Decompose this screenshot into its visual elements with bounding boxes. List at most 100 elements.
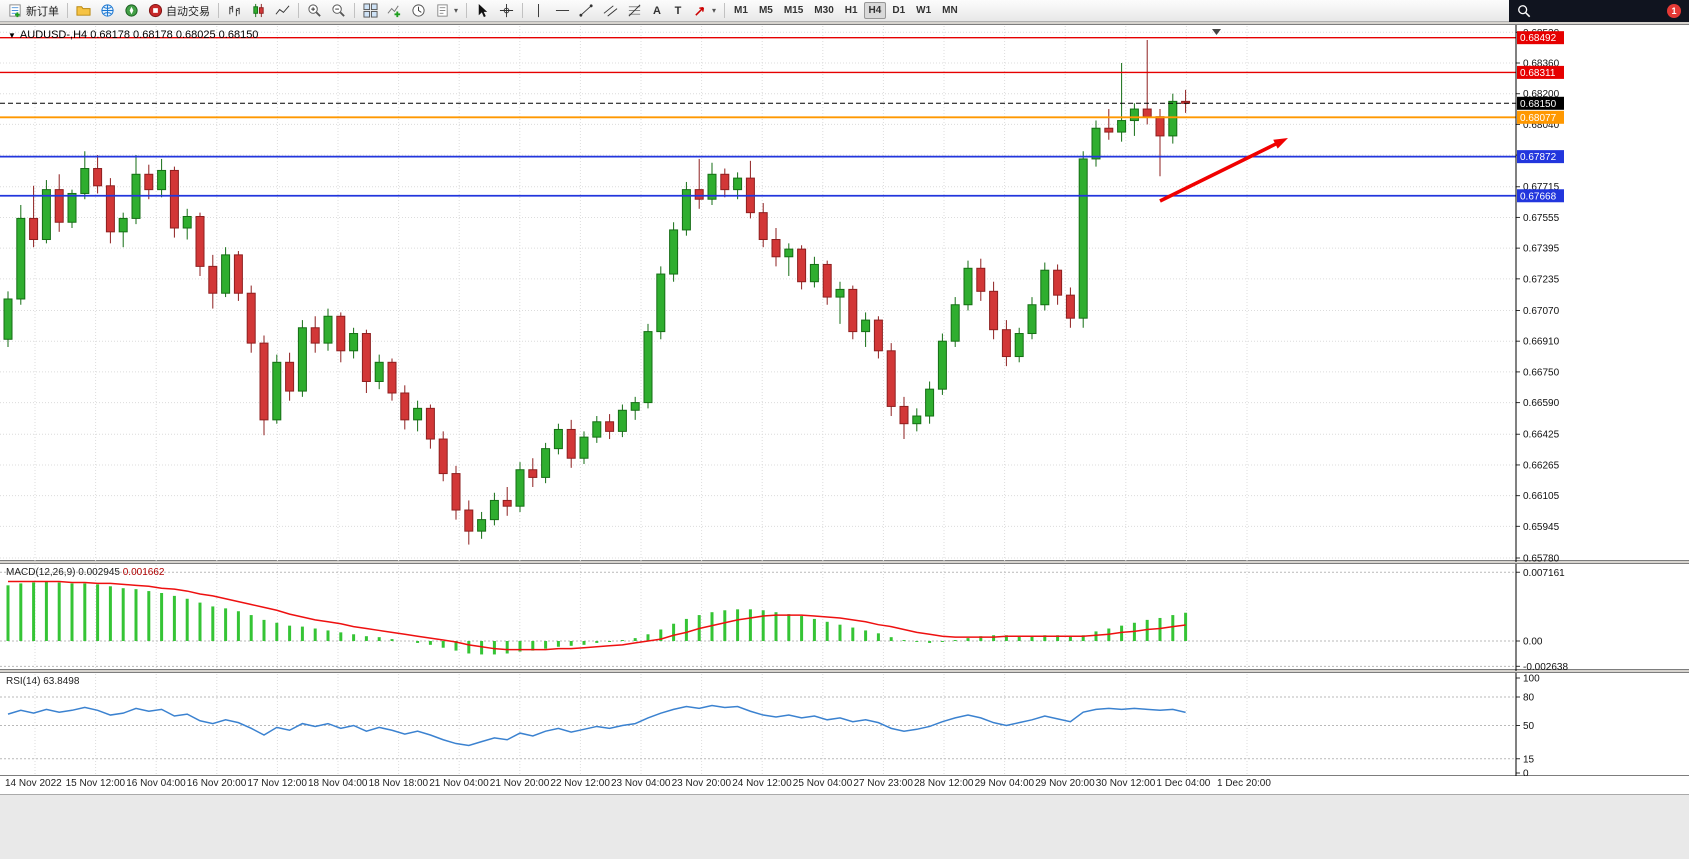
svg-text:0.66265: 0.66265 (1523, 460, 1560, 471)
time-axis-label: 16 Nov 04:00 (126, 778, 186, 789)
candlestick-icon (253, 3, 264, 18)
toolbar-separator (218, 3, 219, 18)
macd-panel[interactable]: MACD(12,26,9) 0.002945 0.001662 0.007161… (0, 563, 1689, 671)
svg-text:100: 100 (1523, 674, 1540, 685)
tab-timeframe-m30[interactable]: M30 (814, 5, 834, 16)
time-axis-label: 15 Nov 12:00 (65, 778, 126, 789)
navigator-button[interactable] (120, 1, 143, 21)
templates-button[interactable]: ▾ (431, 1, 462, 21)
tile-windows-icon (363, 3, 378, 18)
search-area[interactable]: 1 (1509, 0, 1689, 22)
tab-timeframe-w1[interactable]: W1 (916, 5, 932, 16)
time-axis-label: 21 Nov 20:00 (489, 778, 550, 789)
svg-text:0.68077: 0.68077 (1520, 113, 1557, 124)
time-axis-label: 21 Nov 04:00 (429, 778, 489, 789)
horizontal-line-button[interactable] (551, 1, 574, 21)
time-axis-label: 30 Nov 12:00 (1095, 778, 1156, 789)
svg-text:80: 80 (1523, 693, 1535, 704)
vertical-line-icon (538, 3, 539, 18)
auto-trading-icon (148, 3, 163, 18)
arrows-button[interactable]: ▾ (689, 1, 720, 21)
notification-badge[interactable]: 1 (1667, 3, 1681, 18)
toolbar-separator (466, 3, 468, 18)
channel-icon (603, 5, 618, 17)
time-axis-label: 23 Nov 20:00 (671, 778, 732, 789)
time-axis-label: 1 Dec 04:00 (1156, 778, 1211, 789)
period-button[interactable] (407, 1, 430, 21)
macd-chart[interactable]: 0.007161 0.00 -0.002638 (0, 564, 1689, 671)
svg-text:0: 0 (1523, 769, 1529, 778)
rsi-chart[interactable]: 100 80 50 15 0 (0, 673, 1689, 777)
fibonacci-icon (628, 4, 641, 17)
rsi-label: RSI(14) 63.8498 (6, 676, 79, 687)
indicators-button[interactable] (383, 1, 406, 21)
tab-timeframe-h1[interactable]: H1 (844, 5, 858, 16)
bar-chart-button[interactable] (223, 1, 246, 21)
crosshair-icon (499, 3, 514, 18)
channel-button[interactable] (599, 1, 622, 21)
svg-text:0.65780: 0.65780 (1523, 553, 1560, 562)
candlestick-chart[interactable]: 0.685200.683600.682000.680400.678800.677… (0, 25, 1689, 562)
tab-timeframe-m1[interactable]: M1 (734, 5, 748, 16)
tile-windows-button[interactable] (359, 1, 382, 21)
zoom-out-icon (332, 4, 345, 17)
cursor-button[interactable] (471, 1, 494, 21)
svg-text:0.67395: 0.67395 (1523, 244, 1560, 255)
zoom-in-button[interactable] (303, 1, 326, 21)
compass-icon (125, 4, 138, 17)
auto-trading-label: 自动交易 (166, 5, 210, 18)
rsi-value: 63.8498 (43, 676, 80, 687)
chevron-down-icon: ▼ (8, 30, 16, 40)
tab-timeframe-m15[interactable]: M15 (783, 5, 804, 16)
search-icon (1518, 4, 1531, 17)
toolbar-separator (522, 3, 524, 18)
time-axis[interactable]: 14 Nov 2022 15 Nov 12:00 16 Nov 04:00 16 No… (0, 776, 1689, 794)
svg-text:0.66750: 0.66750 (1523, 367, 1560, 378)
svg-text:15: 15 (1523, 754, 1535, 765)
main-chart-panel[interactable]: ▼ AUDUSD-,H4 0.68178 0.68178 0.68025 0.6… (0, 24, 1689, 562)
indicators-icon (387, 5, 401, 18)
new-order-button[interactable]: 新订单 (4, 1, 63, 21)
svg-text:0.68150: 0.68150 (1520, 99, 1557, 110)
tab-timeframe-h4[interactable]: H4 (863, 2, 887, 19)
tab-timeframe-m5[interactable]: M5 (758, 5, 773, 16)
text-button[interactable]: A (653, 4, 661, 17)
trendline-button[interactable] (575, 1, 598, 21)
time-axis-label: 18 Nov 04:00 (308, 778, 368, 789)
rsi-panel[interactable]: RSI(14) 63.8498 100 80 50 15 0 (0, 672, 1689, 777)
tab-timeframe-mn[interactable]: MN (942, 5, 958, 16)
new-order-icon (9, 4, 21, 18)
profiles-button[interactable] (72, 1, 95, 21)
svg-text:50: 50 (1523, 721, 1535, 732)
label-button[interactable]: T (674, 4, 682, 17)
zoom-out-button[interactable] (327, 1, 350, 21)
candlestick-chart-button[interactable] (247, 1, 270, 21)
vertical-line-button[interactable] (527, 1, 550, 21)
auto-trading-button[interactable]: 自动交易 (144, 1, 214, 21)
svg-text:-0.002638: -0.002638 (1523, 662, 1568, 671)
time-axis-label: 17 Nov 12:00 (247, 778, 307, 789)
toolbar: 新订单 自动交易 ▾ (0, 0, 1689, 22)
toolbar-separator (724, 3, 726, 18)
fibonacci-button[interactable] (623, 1, 646, 21)
toolbar-separator (298, 3, 299, 18)
clock-icon (412, 4, 425, 17)
svg-text:0.67235: 0.67235 (1523, 274, 1560, 285)
macd-label: MACD(12,26,9) 0.002945 0.001662 (6, 567, 164, 578)
time-axis-label: 27 Nov 23:00 (853, 778, 913, 789)
market-watch-button[interactable] (96, 1, 119, 21)
svg-text:0.66910: 0.66910 (1523, 337, 1560, 348)
tab-timeframe-d1[interactable]: D1 (892, 5, 906, 16)
time-axis-label: 29 Nov 20:00 (1035, 778, 1095, 789)
svg-text:0.66590: 0.66590 (1523, 398, 1560, 409)
line-chart-icon (275, 5, 290, 15)
line-chart-button[interactable] (271, 1, 294, 21)
crosshair-button[interactable] (495, 1, 518, 21)
time-axis-label: 25 Nov 04:00 (792, 778, 853, 789)
time-axis-label: 16 Nov 20:00 (186, 778, 247, 789)
trendline-icon (579, 4, 593, 17)
time-axis-label: 1 Dec 20:00 (1217, 778, 1271, 789)
svg-text:0.67555: 0.67555 (1523, 213, 1560, 224)
svg-text:0.67070: 0.67070 (1523, 306, 1560, 317)
folder-icon (76, 6, 91, 16)
